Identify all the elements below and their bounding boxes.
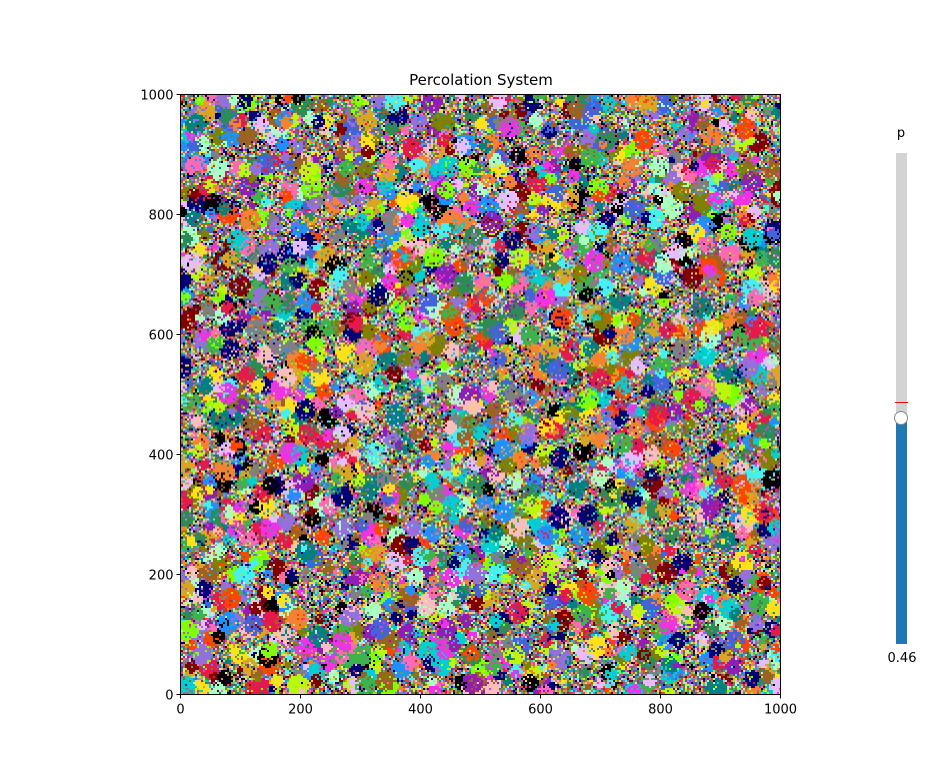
y-tick-label: 1000 [140, 89, 173, 104]
slider-value: 0.46 [887, 651, 917, 666]
p-slider[interactable] [894, 153, 908, 644]
y-tick-label: 400 [149, 449, 174, 464]
chart-title: Percolation System [409, 71, 553, 89]
axes-frame [180, 94, 781, 695]
y-tick-label: 800 [149, 209, 174, 224]
slider-handle[interactable] [894, 411, 908, 426]
slider-reference-line [895, 402, 908, 404]
x-tick-label: 800 [648, 703, 673, 718]
y-tick-label: 600 [149, 329, 174, 344]
x-axis: 0 200 400 600 800 1000 [176, 694, 797, 718]
x-tick-label: 400 [408, 703, 433, 718]
y-axis: 0 200 400 600 800 1000 [140, 89, 181, 704]
x-tick-label: 600 [528, 703, 553, 718]
x-tick-label: 1000 [764, 703, 797, 718]
slider-label: p [896, 126, 906, 141]
x-tick-label: 200 [288, 703, 313, 718]
x-tick-label: 0 [176, 703, 184, 718]
heatmap-area [181, 95, 781, 694]
slider-fill [896, 418, 907, 644]
y-tick-label: 0 [165, 689, 173, 704]
y-tick-label: 200 [149, 569, 174, 584]
percolation-heatmap [181, 95, 781, 694]
